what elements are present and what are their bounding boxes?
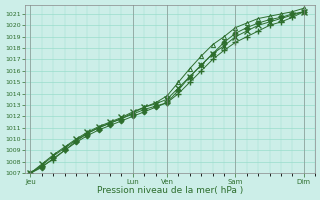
X-axis label: Pression niveau de la mer( hPa ): Pression niveau de la mer( hPa ) — [97, 186, 243, 195]
